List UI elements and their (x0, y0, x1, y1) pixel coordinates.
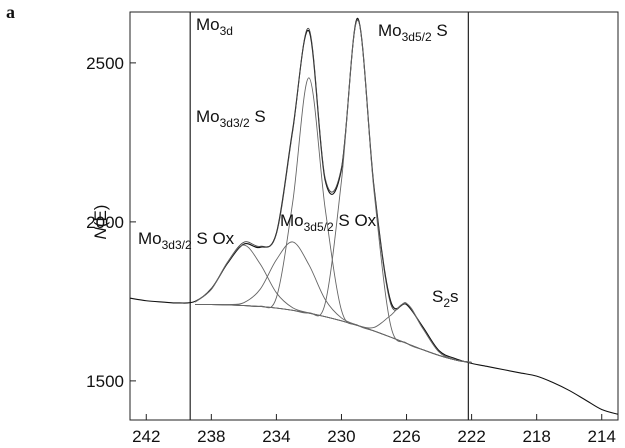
x-tick-label: 214 (588, 427, 616, 446)
annotation: Mo3d3/2 S Ox (138, 229, 235, 252)
annotation-part: S Ox (192, 229, 235, 248)
annotation-subscript: 3d5/2 (402, 30, 432, 44)
y-tick-label: 2500 (86, 54, 124, 73)
annotation-subscript: 3d3/2 (220, 116, 250, 130)
annotation-part: S (432, 287, 443, 306)
y-label-part: (E) (91, 205, 110, 228)
x-tick-label: 222 (457, 427, 485, 446)
annotation: Mo3d (196, 15, 233, 38)
panel-label: a (6, 2, 15, 22)
y-axis-label: N(E) (91, 205, 110, 240)
plot-frame (129, 11, 619, 421)
y-tick-label: 1500 (86, 372, 124, 391)
annotation-part: Mo (196, 15, 220, 34)
annotation-part: S (250, 107, 266, 126)
y-label-part: N (91, 226, 110, 239)
y-tick-label: 2000 (86, 213, 124, 232)
x-tick-label: 242 (132, 427, 160, 446)
annotation-part: s (450, 287, 459, 306)
fit-line (194, 244, 472, 363)
fit-line (194, 19, 472, 363)
annotation: S2s (432, 287, 459, 310)
annotation: Mo3d5/2 S (378, 21, 448, 44)
annotation-part: Mo (378, 21, 402, 40)
x-tick-label: 218 (522, 427, 550, 446)
annotation-part: Mo (196, 107, 220, 126)
x-tick-label: 226 (392, 427, 420, 446)
fit-line (195, 241, 472, 363)
annotation-part: Mo (280, 211, 304, 230)
annotation-part: Mo (138, 229, 162, 248)
annotation-part: S (432, 21, 448, 40)
annotation-subscript: 3d (220, 24, 233, 38)
x-tick-label: 234 (262, 427, 290, 446)
annotation: Mo3d3/2 S (196, 107, 266, 130)
fit-line (195, 302, 472, 363)
annotation-subscript: 2 (443, 296, 450, 310)
x-tick-label: 230 (327, 427, 355, 446)
fit-line (195, 304, 472, 363)
annotation-subscript: 3d5/2 (304, 220, 334, 234)
annotation-part: S Ox (334, 211, 377, 230)
x-tick-label: 238 (197, 427, 225, 446)
annotation: Mo3d5/2 S Ox (280, 211, 377, 234)
annotation-subscript: 3d3/2 (162, 238, 192, 252)
